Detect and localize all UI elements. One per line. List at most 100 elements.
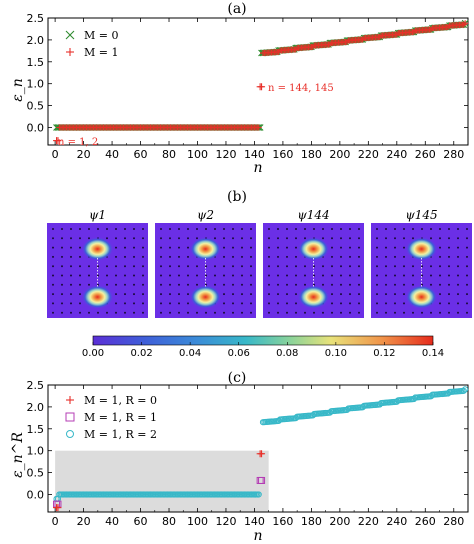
lattice-dot [223, 228, 225, 230]
lattice-dot [385, 246, 387, 249]
lattice-dot [295, 311, 297, 314]
lattice-dot [295, 228, 297, 230]
lattice-dot [178, 246, 180, 249]
x-tick-label: 100 [187, 515, 208, 528]
lattice-dot [403, 274, 405, 277]
x-tick-label: 280 [443, 515, 464, 528]
lattice-dot [79, 237, 81, 240]
lattice-dot [124, 283, 126, 286]
lattice-dot [241, 283, 243, 286]
lattice-dot [52, 228, 54, 230]
lattice-dot [241, 311, 243, 314]
lattice-dot [115, 237, 117, 240]
lattice-dot [115, 246, 117, 249]
lattice-dot [169, 274, 171, 277]
lattice-dot [79, 246, 81, 249]
lattice-dot [70, 228, 72, 230]
lattice-dot [232, 237, 234, 240]
lattice-dot [124, 274, 126, 277]
lattice-dot [160, 302, 162, 305]
lattice-dot [304, 274, 306, 277]
colorbar-tick-label: 0.12 [373, 348, 395, 359]
lattice-dot [70, 283, 72, 286]
lattice-dot [295, 255, 297, 258]
lattice-dot [385, 274, 387, 277]
heatmap-panel [371, 223, 472, 318]
hotspot-upper [405, 237, 438, 261]
lattice-dot [403, 283, 405, 286]
lattice-dot [403, 265, 405, 268]
lattice-dot [142, 228, 144, 230]
lattice-dot [106, 311, 108, 314]
lattice-dot [385, 228, 387, 230]
lattice-dot [403, 237, 405, 240]
x-tick-label: 120 [215, 515, 236, 528]
x-tick-label: 140 [244, 148, 265, 161]
marker-r2 [462, 386, 469, 393]
lattice-dot [115, 228, 117, 230]
lattice-dot [223, 293, 225, 296]
lattice-dot [466, 237, 468, 240]
lattice-dot [205, 311, 207, 314]
lattice-dot [286, 293, 288, 296]
lattice-dot [232, 302, 234, 305]
lattice-dot [187, 265, 189, 268]
heatmap-title: ψ2 [197, 208, 214, 222]
lattice-dot [196, 265, 198, 268]
lattice-dot [349, 302, 351, 305]
lattice-dot [277, 293, 279, 296]
lattice-dot [268, 311, 270, 314]
lattice-dot [385, 293, 387, 296]
lattice-dot [268, 228, 270, 230]
lattice-dot [250, 265, 252, 268]
x-tick-label: 180 [301, 148, 322, 161]
lattice-dot [358, 274, 360, 277]
lattice-dot [61, 228, 63, 230]
lattice-dot [160, 311, 162, 314]
colorbar-tick-label: 0.06 [228, 348, 250, 359]
x-tick-label: 160 [272, 148, 293, 161]
lattice-dot [214, 265, 216, 268]
lattice-dot [61, 237, 63, 240]
lattice-dot [250, 246, 252, 249]
lattice-dot [187, 311, 189, 314]
lattice-dot [376, 311, 378, 314]
lattice-dot [223, 302, 225, 305]
y-axis-label: ε_n^R [10, 432, 26, 478]
lattice-dot [124, 246, 126, 249]
lattice-dot [457, 302, 459, 305]
lattice-dot [394, 255, 396, 258]
plot-frame [47, 384, 469, 513]
lattice-dot [412, 265, 414, 268]
lattice-dot [124, 311, 126, 314]
lattice-dot [214, 274, 216, 277]
lattice-dot [331, 274, 333, 277]
heatmap-title: ψ144 [297, 208, 329, 222]
lattice-dot [133, 302, 135, 305]
lattice-dot [349, 228, 351, 230]
lattice-dot [97, 311, 99, 314]
lattice-dot [439, 311, 441, 314]
lattice-dot [331, 265, 333, 268]
lattice-dot [106, 265, 108, 268]
lattice-dot [385, 311, 387, 314]
lattice-dot [430, 283, 432, 286]
lattice-dot [88, 283, 90, 286]
x-tick-label: 80 [162, 148, 176, 161]
annotation-n12: n = 1, 2 [58, 137, 98, 148]
lattice-dot [232, 265, 234, 268]
lattice-dot [268, 237, 270, 240]
lattice-dot [349, 255, 351, 258]
lattice-dot [115, 255, 117, 258]
lattice-dot [295, 274, 297, 277]
lattice-dot [340, 228, 342, 230]
x-tick-label: 260 [415, 148, 436, 161]
lattice-dot [331, 302, 333, 305]
x-axis-label: n [253, 528, 262, 544]
x-tick-label: 40 [105, 148, 119, 161]
lattice-dot [394, 283, 396, 286]
y-tick-label: 0.0 [27, 488, 45, 501]
lattice-dot [241, 265, 243, 268]
lattice-dot [304, 228, 306, 230]
lattice-dot [196, 283, 198, 286]
